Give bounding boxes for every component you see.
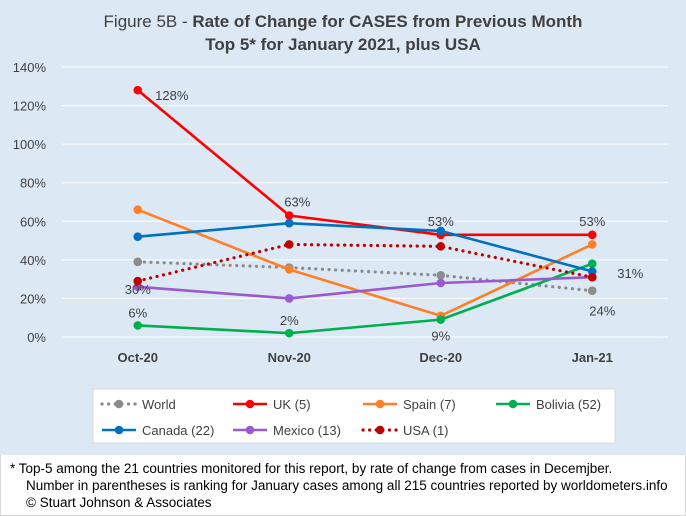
legend-swatch-marker — [245, 425, 255, 435]
data-point — [284, 294, 294, 303]
x-axis: Oct-20 Nov-20 Dec-20 Jan-21 — [118, 350, 613, 365]
series-line — [137, 275, 593, 300]
data-point — [284, 218, 294, 228]
legend-swatch-marker — [114, 399, 124, 409]
data-label: 53% — [579, 214, 605, 229]
grid-lines — [62, 66, 668, 338]
series-line — [137, 262, 593, 335]
data-label: 128% — [155, 88, 189, 103]
title-main: Rate of Change for CASES from Previous M… — [192, 12, 583, 31]
legend-label: Bolivia (52) — [536, 397, 601, 412]
data-point — [436, 278, 446, 288]
data-point — [284, 328, 294, 338]
y-axis: 0% 20% 40% 60% 80% 100% 120% 140% — [13, 60, 47, 345]
legend-label: Mexico (13) — [273, 423, 341, 438]
line-chart: 0% 20% 40% 60% 80% 100% 120% 140% Oct-20 Nov-20 D… — [13, 60, 668, 444]
data-label: 31% — [617, 266, 643, 281]
chart-area — [0, 0, 686, 455]
x-tick-label: Dec-20 — [419, 350, 462, 365]
data-point — [436, 315, 446, 324]
data-label: 53% — [428, 214, 454, 229]
y-tick-label: 0% — [27, 330, 46, 345]
series-line — [137, 221, 593, 273]
data-point — [133, 205, 143, 215]
y-tick-label: 80% — [20, 176, 46, 191]
data-label: 30% — [125, 282, 151, 297]
title-prefix: Figure 5B - — [103, 12, 193, 31]
legend-box — [92, 388, 616, 444]
title-line-2: Top 5* for January 2021, plus USA — [205, 35, 481, 54]
data-label: 2% — [280, 313, 299, 328]
data-point — [133, 85, 143, 95]
title-line-1: Figure 5B - Rate of Change for CASES fro… — [0, 10, 686, 33]
data-point — [284, 211, 294, 220]
legend: World UK (5) Spain (7) Bolivia (52) Canada (… — [92, 388, 616, 444]
data-point — [587, 230, 597, 240]
x-tick-label: Oct-20 — [118, 350, 158, 365]
footnote-line-3: © Stuart Johnson & Associates — [26, 495, 212, 510]
data-point — [587, 286, 597, 296]
data-point — [587, 259, 597, 269]
data-point — [436, 242, 446, 251]
y-tick-label: 60% — [20, 214, 46, 229]
data-point — [133, 321, 143, 330]
data-point — [587, 240, 597, 249]
footnote: * Top-5 among the 21 countries monitored… — [10, 460, 668, 511]
y-tick-label: 40% — [20, 253, 46, 268]
x-tick-label: Nov-20 — [268, 350, 311, 365]
legend-swatch-marker — [245, 399, 255, 409]
chart-title: Figure 5B - Rate of Change for CASES fro… — [0, 10, 686, 56]
data-point — [436, 226, 446, 236]
legend-label: World — [142, 397, 176, 412]
y-tick-label: 20% — [20, 291, 46, 306]
data-label: 6% — [128, 305, 147, 320]
series-line — [136, 89, 593, 237]
y-tick-label: 120% — [13, 99, 47, 114]
data-label: 24% — [589, 304, 615, 319]
legend-swatch-marker — [375, 425, 385, 435]
data-point — [436, 270, 446, 280]
data-label: 63% — [284, 195, 310, 210]
legend-swatch-marker — [114, 425, 124, 435]
data-point — [133, 232, 143, 242]
x-tick-label: Jan-21 — [572, 350, 613, 365]
legend-swatch-marker — [508, 399, 518, 409]
data-point — [587, 272, 597, 282]
footnote-line-1: * Top-5 among the 21 countries monitored… — [10, 461, 613, 476]
data-point — [284, 265, 294, 274]
data-point — [284, 240, 294, 249]
legend-label: Canada (22) — [142, 423, 214, 438]
series-lines — [133, 85, 597, 338]
series-line — [136, 242, 594, 283]
y-tick-label: 100% — [13, 137, 47, 152]
legend-label: UK (5) — [273, 397, 311, 412]
data-labels: 24% 128% 63% 53% 53% 6% 2% 9% 30% 31% — [125, 88, 644, 344]
legend-swatch-marker — [375, 399, 385, 409]
y-tick-label: 140% — [13, 60, 47, 75]
legend-label: Spain (7) — [403, 397, 456, 412]
footnote-line-2: Number in parentheses is ranking for Jan… — [26, 478, 668, 493]
data-point — [133, 257, 143, 267]
legend-label: USA (1) — [403, 423, 449, 438]
data-point — [133, 276, 143, 286]
data-label: 9% — [431, 329, 450, 344]
